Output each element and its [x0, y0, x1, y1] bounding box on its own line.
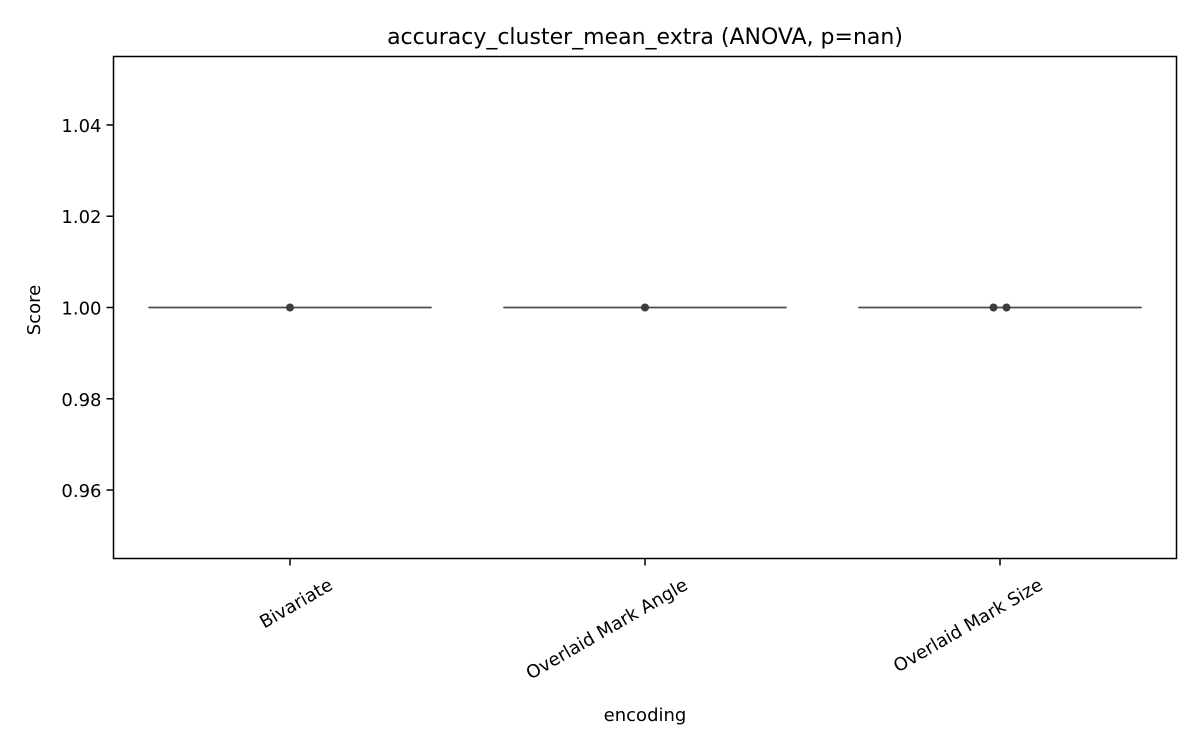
y-tick-label: 1.02 [61, 207, 101, 228]
y-tick-label: 1.00 [61, 299, 101, 320]
y-tick-label: 0.98 [61, 390, 101, 411]
x-axis-label: encoding [604, 705, 687, 726]
chart-title: accuracy_cluster_mean_extra (ANOVA, p=na… [387, 25, 903, 50]
y-axis-label: Score [24, 285, 45, 335]
data-point [641, 304, 649, 312]
x-tick-label: Bivariate [256, 575, 336, 633]
x-tick-label: Overlaid Mark Angle [523, 575, 692, 685]
y-axis: 0.96 0.98 1.00 1.02 1.04 [61, 116, 113, 502]
data-point [1003, 304, 1011, 312]
plot-area [149, 304, 1141, 312]
y-tick-label: 0.96 [61, 481, 101, 502]
y-tick-label: 1.04 [61, 116, 101, 137]
x-axis: Bivariate Overlaid Mark Angle Overlaid Mar… [256, 559, 1046, 685]
x-tick-label: Overlaid Mark Size [890, 575, 1046, 677]
data-point [286, 304, 294, 312]
data-point [990, 304, 998, 312]
